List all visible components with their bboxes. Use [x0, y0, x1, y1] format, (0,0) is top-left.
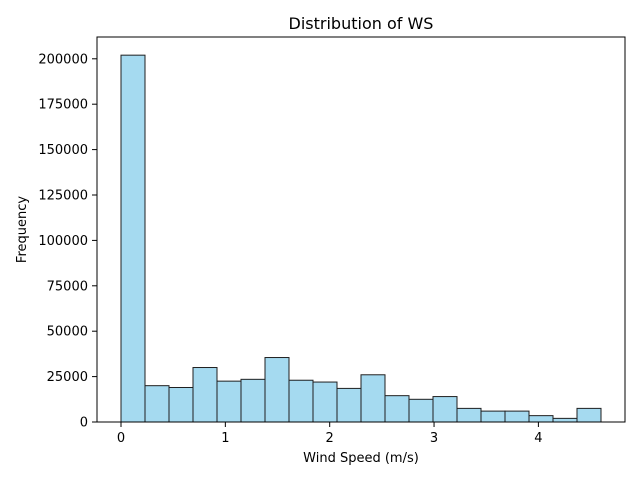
histogram-bar	[120, 54, 146, 423]
y-tick-label: 150000	[38, 143, 88, 158]
x-tick-label: 3	[430, 431, 438, 446]
x-axis-ticks: 0 1 2 3 4	[117, 422, 543, 446]
x-tick-label: 2	[326, 431, 334, 446]
y-tick-label: 100000	[38, 234, 88, 249]
chart-title: Distribution of WS	[289, 14, 434, 33]
y-axis-label: Frequency	[15, 196, 30, 263]
y-tick-label: 200000	[38, 52, 88, 67]
x-axis-label: Wind Speed (m/s)	[303, 451, 419, 466]
histogram-bar	[336, 387, 362, 423]
x-tick-label: 0	[117, 431, 125, 446]
histogram-bar	[144, 385, 170, 423]
histogram-bar	[576, 407, 602, 423]
histogram-bar	[216, 380, 242, 423]
histogram-bar	[360, 374, 386, 423]
x-tick-label: 1	[221, 431, 229, 446]
y-tick-label: 0	[80, 416, 88, 431]
y-tick-label: 50000	[47, 325, 88, 340]
histogram-bar	[240, 378, 266, 423]
y-tick-label: 125000	[38, 188, 88, 203]
histogram-bar	[528, 415, 554, 423]
bars-group	[120, 54, 602, 423]
histogram-bar	[504, 410, 530, 423]
x-tick-label: 4	[534, 431, 542, 446]
histogram-bar	[288, 379, 314, 423]
plot-area-frame	[96, 36, 626, 423]
histogram-bar	[384, 395, 410, 423]
histogram-bar	[432, 396, 458, 423]
histogram-bar	[408, 398, 434, 423]
y-tick-label: 175000	[38, 98, 88, 113]
y-tick-label: 25000	[47, 370, 88, 385]
histogram-bar	[168, 386, 194, 423]
histogram-bar	[264, 357, 290, 423]
histogram-bar	[552, 417, 578, 423]
histogram-bar	[192, 367, 218, 423]
y-axis-ticks: 0 25000 50000 75000 100000 125000 150000 175000…	[38, 52, 97, 431]
histogram-bar	[312, 381, 338, 423]
y-tick-label: 75000	[47, 279, 88, 294]
histogram-bar	[456, 407, 482, 423]
histogram-bar	[480, 410, 506, 423]
